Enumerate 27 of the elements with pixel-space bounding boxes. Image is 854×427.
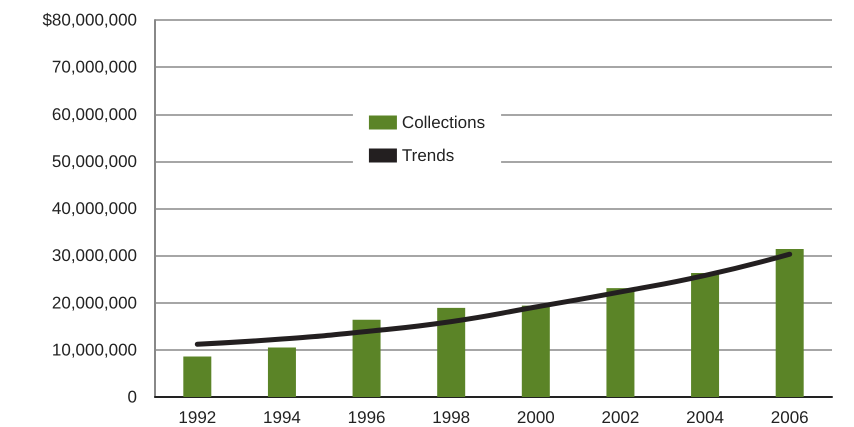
y-tick-label: 60,000,000	[52, 104, 137, 124]
legend-label: Collections	[402, 113, 486, 132]
x-tick-label: 1994	[263, 408, 301, 427]
bar	[437, 308, 466, 397]
bar	[522, 306, 550, 397]
x-tick-label: 2004	[686, 408, 724, 427]
y-tick-label: 0	[128, 388, 137, 406]
y-tick-label: 70,000,000	[52, 58, 137, 77]
y-tick-label: 20,000,000	[52, 293, 137, 312]
bar	[776, 249, 804, 397]
bar	[183, 356, 212, 397]
bar	[691, 273, 720, 397]
x-tick-label: 2002	[602, 408, 640, 427]
bar	[606, 288, 634, 397]
x-tick-label: 2000	[516, 408, 555, 427]
x-tick-label: 1998	[432, 408, 470, 427]
y-tick-label: 50,000,000	[52, 152, 137, 171]
x-tick-label: 2006	[770, 408, 809, 427]
y-tick-label: $80,000,000	[42, 10, 137, 30]
x-tick-label: 1992	[178, 408, 216, 427]
legend-label: Trends	[402, 146, 454, 165]
bar	[352, 320, 381, 397]
x-tick-label: 1996	[348, 408, 386, 427]
y-tick-label: 10,000,000	[52, 340, 137, 360]
y-tick-label: 40,000,000	[52, 199, 137, 218]
bar	[268, 348, 296, 397]
y-tick-label: 30,000,000	[52, 246, 137, 266]
